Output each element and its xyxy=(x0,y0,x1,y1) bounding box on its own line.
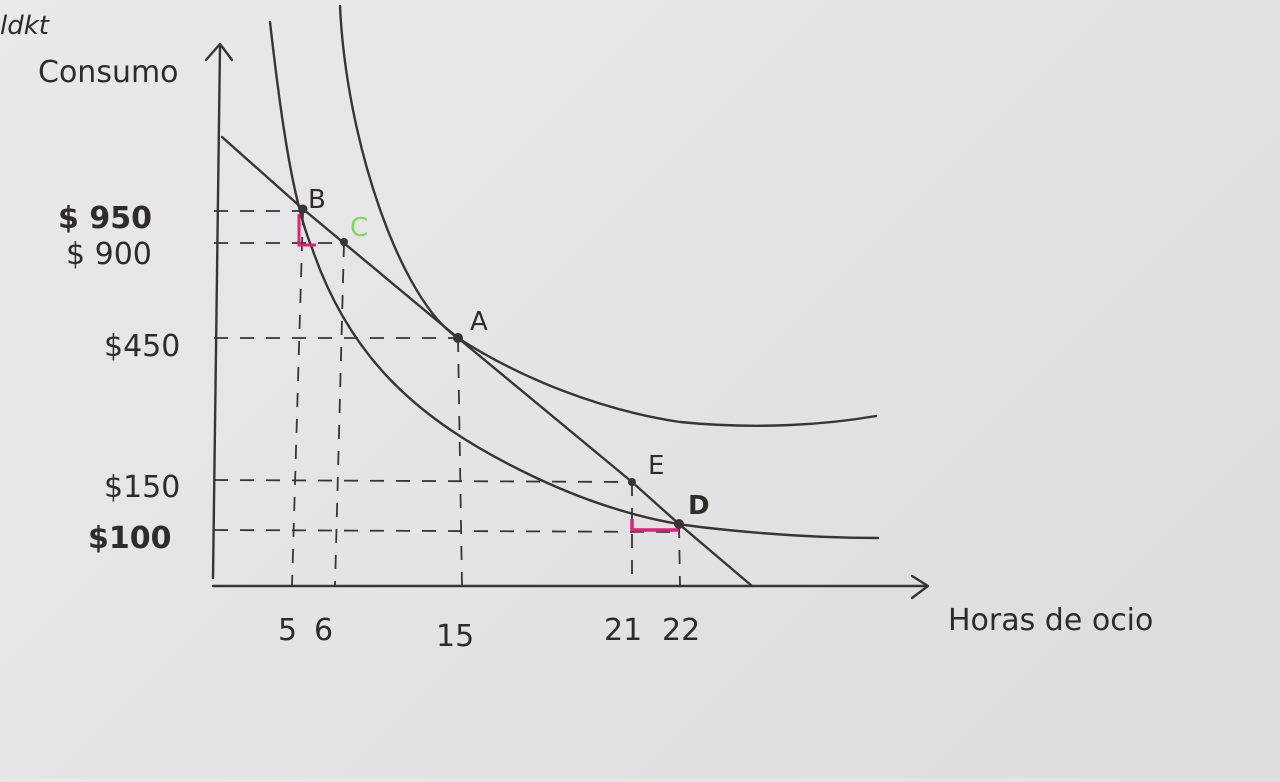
guide-x-5 xyxy=(291,210,304,587)
guide-y-150 xyxy=(213,479,633,483)
corner-text: ldkt xyxy=(0,11,50,41)
y-tick-900: $ 900 xyxy=(66,237,152,272)
x-axis-label: Horas de ocio xyxy=(948,603,1153,638)
budget-line xyxy=(220,135,754,588)
x-tick-6: 6 xyxy=(314,613,333,648)
y-tick-950: $ 950 xyxy=(58,201,152,236)
point-a xyxy=(453,333,463,343)
x-tick-15: 15 xyxy=(436,619,474,654)
point-d xyxy=(674,519,684,529)
point-label-a: A xyxy=(470,307,488,337)
x-axis-arrow xyxy=(910,574,930,600)
x-tick-22: 22 xyxy=(662,613,700,648)
point-label-e: E xyxy=(648,451,664,481)
guide-y-100 xyxy=(213,529,680,533)
x-tick-5: 5 xyxy=(278,613,297,648)
point-b xyxy=(298,204,308,214)
point-label-c: C xyxy=(350,213,368,243)
point-c xyxy=(340,238,348,246)
point-label-d: D xyxy=(688,491,710,521)
indifference-curve-low xyxy=(268,20,880,540)
y-tick-450: $450 xyxy=(104,329,180,364)
y-axis-line xyxy=(211,44,222,580)
point-label-b: B xyxy=(308,185,326,215)
pink-mark-b xyxy=(297,214,316,247)
point-e xyxy=(628,478,636,486)
guide-x-15 xyxy=(457,337,463,587)
x-tick-21: 21 xyxy=(604,613,642,648)
pink-mark-d xyxy=(630,519,679,532)
y-tick-100: $100 xyxy=(88,521,172,556)
y-tick-150: $150 xyxy=(104,470,180,505)
guide-x-22 xyxy=(678,523,681,587)
y-axis-label: Consumo xyxy=(38,55,179,90)
guide-x-6 xyxy=(334,242,345,587)
y-axis-arrow xyxy=(204,42,234,62)
indifference-curve-high xyxy=(338,4,878,427)
